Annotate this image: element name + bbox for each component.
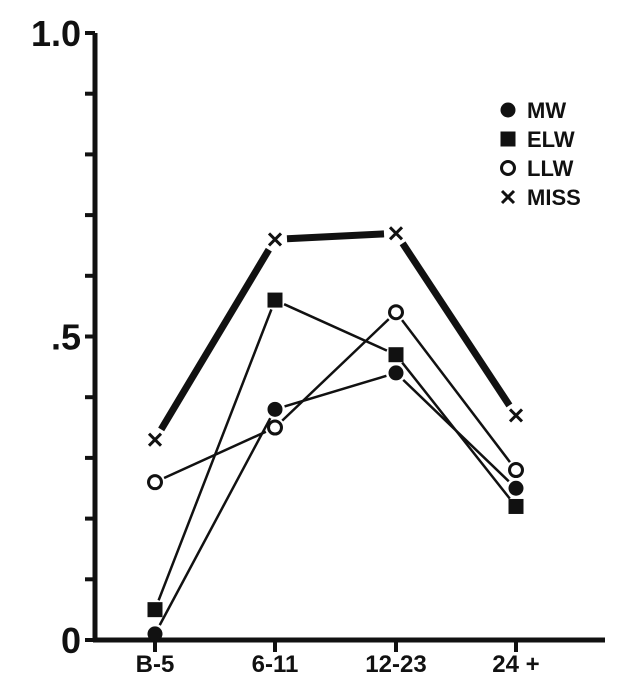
series-line-segment bbox=[284, 304, 387, 350]
legend-label-elw: ELW bbox=[527, 127, 575, 152]
y-tick-label: 0 bbox=[61, 620, 81, 661]
series-line-segment bbox=[403, 243, 510, 405]
legend-label-mw: MW bbox=[527, 98, 566, 123]
data-point-mw bbox=[268, 402, 283, 417]
data-point-elw bbox=[148, 602, 163, 617]
legend-marker-llw bbox=[502, 162, 515, 175]
series-line-segment bbox=[287, 234, 384, 239]
series-line-segment bbox=[285, 376, 387, 407]
data-point-llw bbox=[149, 476, 162, 489]
x-tick-label: 12-23 bbox=[365, 651, 426, 678]
data-point-llw bbox=[269, 421, 282, 434]
y-tick-label: 1.0 bbox=[31, 13, 81, 54]
data-point-llw bbox=[390, 306, 403, 319]
data-point-mw bbox=[509, 481, 524, 496]
series-line-segment bbox=[402, 320, 510, 462]
series-line-segment bbox=[282, 319, 389, 421]
data-point-miss bbox=[510, 409, 522, 421]
legend-label-miss: MISS bbox=[527, 185, 581, 210]
x-tick-label: B-5 bbox=[136, 651, 175, 678]
data-point-miss bbox=[149, 434, 161, 446]
legend: MW ELW LLW MISS bbox=[501, 98, 581, 210]
legend-marker-elw bbox=[501, 132, 516, 147]
legend-marker-miss bbox=[502, 191, 514, 203]
y-tick-label: .5 bbox=[51, 317, 81, 358]
data-point-llw bbox=[510, 464, 523, 477]
series-miss bbox=[149, 227, 522, 445]
data-point-elw bbox=[268, 293, 283, 308]
data-point-elw bbox=[389, 347, 404, 362]
legend-marker-mw bbox=[501, 103, 516, 118]
data-point-miss bbox=[390, 227, 402, 239]
x-tick-label: 24 + bbox=[492, 651, 539, 678]
x-tick-label: 6-11 bbox=[252, 651, 299, 678]
series-line-segment bbox=[161, 250, 269, 430]
legend-label-llw: LLW bbox=[527, 156, 574, 181]
series-llw bbox=[149, 306, 523, 489]
axes: 1.0 .5 0 B-5 6-11 12-23 24 + bbox=[31, 13, 605, 678]
series-layer bbox=[148, 227, 524, 641]
data-point-mw bbox=[148, 626, 163, 641]
data-point-mw bbox=[389, 365, 404, 380]
series-line-segment bbox=[160, 418, 271, 625]
data-point-miss bbox=[269, 233, 281, 245]
data-point-elw bbox=[509, 499, 524, 514]
